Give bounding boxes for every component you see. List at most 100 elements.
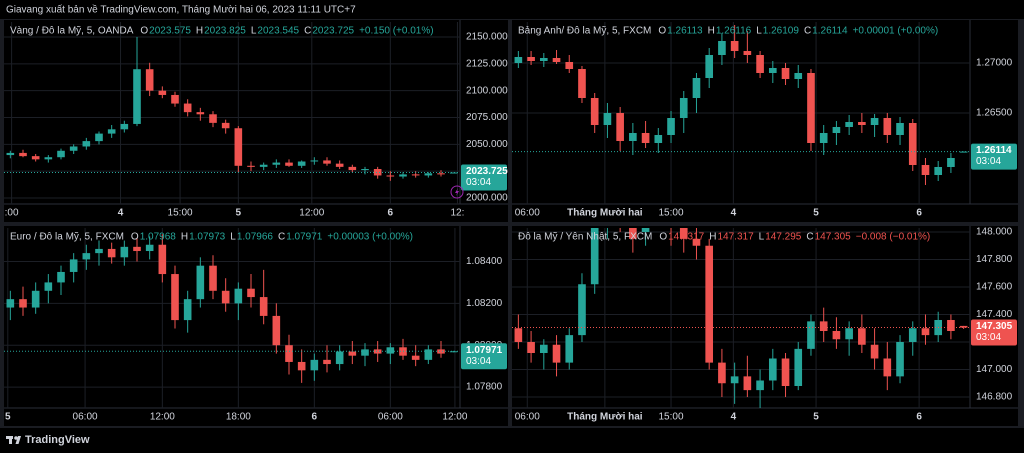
candle-body — [95, 248, 103, 254]
candle-body — [565, 62, 574, 69]
legend-key: O — [140, 26, 148, 37]
price-tag — [461, 164, 507, 191]
x-tick-label: 4 — [731, 208, 737, 219]
legend-value: 147.317 — [717, 232, 754, 243]
candle-body — [565, 335, 574, 363]
candle-body — [399, 174, 407, 177]
candle-body — [959, 325, 968, 328]
x-tick-label: 5 — [236, 208, 242, 219]
y-tick-label: 1.27000 — [976, 58, 1013, 69]
candle-body — [411, 174, 420, 176]
candle-body — [120, 123, 129, 130]
candle-body — [552, 344, 561, 363]
candle-body — [386, 347, 395, 354]
candle-body — [44, 282, 53, 291]
candle-body — [832, 127, 841, 133]
candle-body — [209, 265, 217, 291]
candle-body — [145, 244, 154, 252]
x-tick-label: 5 — [813, 208, 819, 219]
candle-body — [654, 135, 663, 143]
candle-body — [107, 248, 116, 258]
legend-value: 1.26109 — [763, 26, 800, 37]
candle-body — [171, 274, 179, 321]
candle-body — [6, 152, 15, 156]
legend-value: 2023.825 — [204, 26, 246, 37]
legend-key: C — [304, 26, 311, 37]
candle-body — [19, 299, 27, 308]
x-tick-label: Tháng Mười hai — [567, 208, 643, 219]
x-tick-label: :00 — [5, 208, 19, 219]
candle-body — [57, 271, 65, 283]
candle-body — [883, 118, 892, 135]
candles — [514, 228, 968, 408]
price-tag-value: 2023.725 — [466, 166, 508, 177]
candle-body — [323, 359, 331, 365]
candle-body — [896, 341, 904, 377]
candle-body — [310, 160, 319, 162]
candle-body — [705, 55, 714, 78]
pane-background — [4, 226, 508, 426]
y-tick-label: 147.400 — [976, 309, 1013, 320]
candle-body — [272, 315, 281, 346]
price-tag-countdown: 03:04 — [466, 356, 491, 367]
x-tick-label: 06:00 — [73, 412, 98, 423]
legend-key: L — [756, 26, 762, 37]
legend-value: 1.07968 — [140, 232, 177, 243]
candle-body — [183, 103, 192, 113]
legend-value: 1.07971 — [286, 232, 323, 243]
candle-body — [323, 160, 331, 164]
candle-body — [247, 165, 255, 167]
legend-key: O — [131, 232, 139, 243]
candle-body — [69, 259, 78, 272]
x-tick-label: 4 — [118, 208, 124, 219]
candle-body — [807, 73, 815, 143]
candle-body — [845, 328, 853, 340]
candles — [6, 37, 458, 181]
logo-part — [9, 436, 12, 444]
y-tick-label: 2125.000 — [466, 58, 508, 69]
legend-key: C — [806, 232, 813, 243]
candle-body — [934, 167, 943, 175]
x-tick-label: 15:00 — [659, 412, 684, 423]
legend-key: O — [658, 26, 666, 37]
y-tick-label: 147.000 — [976, 364, 1013, 375]
x-tick-label: 6 — [916, 208, 922, 219]
legend-key: H — [196, 26, 203, 37]
legend-value: 1.26116 — [716, 26, 752, 37]
price-tag-countdown: 03:04 — [976, 156, 1001, 167]
candle-body — [247, 288, 255, 298]
y-tick-label: 2150.000 — [466, 32, 508, 43]
candle-body — [145, 69, 154, 91]
legend-value: 1.26114 — [812, 26, 848, 37]
header-bar — [0, 0, 1024, 19]
x-tick-label: 06:00 — [378, 412, 403, 423]
candle-body — [19, 152, 27, 157]
price-tag-value: 1.26114 — [976, 145, 1012, 156]
candle-body — [718, 41, 726, 55]
y-tick-label: 147.600 — [976, 282, 1013, 293]
price-tag — [971, 319, 1017, 346]
candle-body — [679, 228, 688, 239]
logo-part — [15, 436, 21, 444]
candle-body — [234, 288, 243, 304]
candle-body — [794, 348, 803, 386]
chart-pane: 1.078001.080001.082001.08400506:0012:001… — [4, 226, 508, 426]
candle-body — [768, 358, 777, 381]
legend-key: O — [659, 232, 667, 243]
candle-body — [616, 113, 624, 141]
legend-title: Bảng Anh/ Đô la Mỹ, 5, FXCM — [518, 26, 651, 37]
x-tick-label: 6 — [312, 412, 318, 423]
candle-body — [361, 349, 369, 356]
candle-body — [259, 297, 268, 316]
candle-body — [44, 157, 53, 160]
candle-body — [527, 57, 535, 61]
y-tick-label: 2075.000 — [466, 112, 508, 123]
candle-body — [883, 358, 892, 377]
candle-body — [386, 175, 395, 177]
candle-body — [437, 349, 445, 354]
candle-body — [514, 57, 523, 63]
x-tick-label: Tháng Mười hai — [567, 412, 643, 423]
logo-part — [14, 436, 18, 440]
candle-body — [514, 328, 523, 342]
legend-title: Đô la Mỹ / Yên Nhật, 5, FXCM — [518, 232, 652, 243]
